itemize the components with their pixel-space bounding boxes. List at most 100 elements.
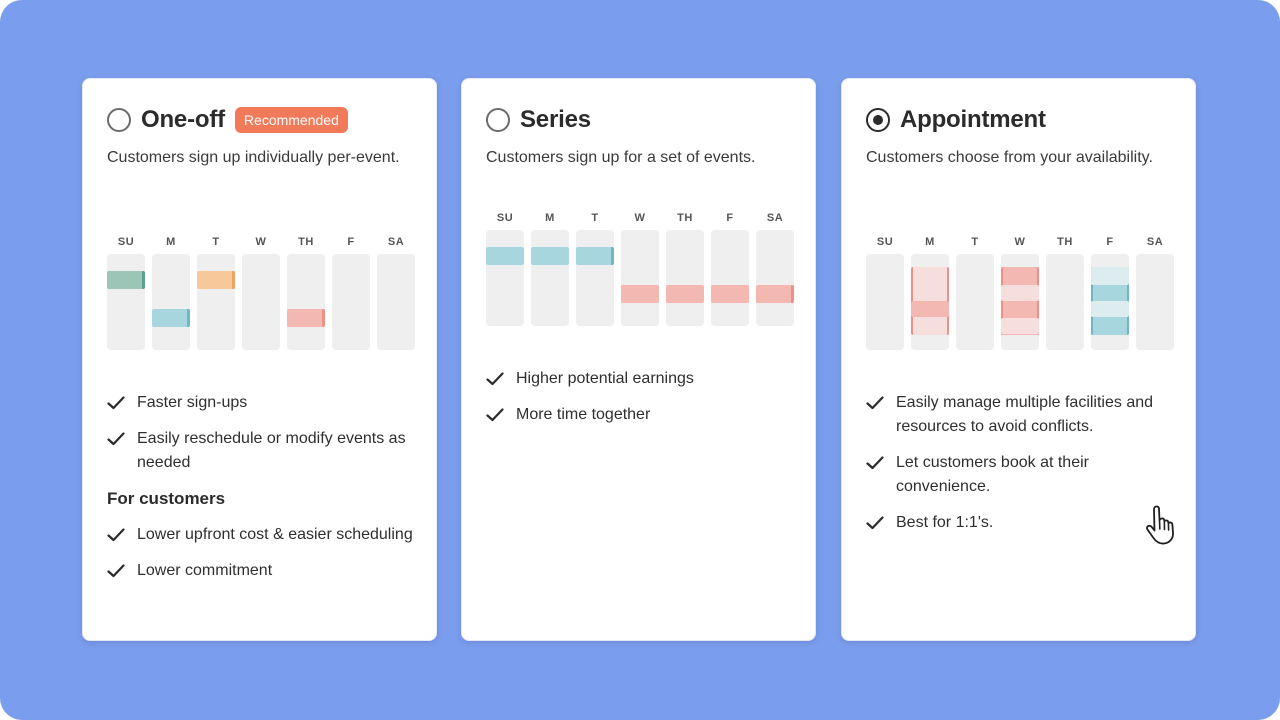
event-block bbox=[666, 285, 704, 303]
day-column bbox=[1046, 254, 1084, 350]
benefit-text: More time together bbox=[516, 406, 651, 423]
event-block bbox=[287, 309, 325, 327]
day-column bbox=[911, 254, 949, 350]
benefit-item: Let customers book at their convenience. bbox=[866, 451, 1176, 499]
day-label: SA bbox=[766, 212, 784, 224]
customer-benefit-item: Lower upfront cost & easier scheduling bbox=[107, 523, 417, 547]
week-calendar: SU M T W TH F SA bbox=[866, 236, 1174, 350]
day-column bbox=[756, 230, 794, 326]
day-column bbox=[711, 230, 749, 326]
day-column bbox=[956, 254, 994, 350]
pointer-hand-icon bbox=[1146, 505, 1174, 545]
day-column bbox=[107, 254, 145, 350]
check-icon bbox=[486, 408, 504, 422]
day-label: W bbox=[1014, 236, 1026, 248]
day-labels: SU M T W TH F SA bbox=[107, 236, 415, 252]
card-header: Series bbox=[486, 105, 591, 135]
card-header: Appointment bbox=[866, 105, 1046, 135]
customers-heading: For customers bbox=[107, 489, 226, 508]
day-column bbox=[152, 254, 190, 350]
day-column bbox=[621, 230, 659, 326]
check-icon bbox=[107, 432, 125, 446]
day-label: F bbox=[1106, 236, 1114, 248]
day-label: SU bbox=[876, 236, 894, 248]
open-slot bbox=[1001, 285, 1039, 301]
benefit-text: Let customers book at their convenience. bbox=[896, 454, 1089, 495]
benefit-text: Easily reschedule or modify events as ne… bbox=[137, 430, 406, 471]
option-card-series[interactable]: Series Customers sign up for a set of ev… bbox=[461, 78, 816, 641]
recommended-badge: Recommended bbox=[234, 107, 348, 133]
open-slot bbox=[1091, 301, 1129, 317]
open-slot bbox=[1001, 318, 1039, 334]
event-block bbox=[107, 271, 145, 289]
card-header: One-off Recommended bbox=[107, 105, 348, 135]
option-card-one-off[interactable]: One-off Recommended Customers sign up in… bbox=[82, 78, 437, 641]
event-block bbox=[576, 247, 614, 265]
benefit-text: Easily manage multiple facilities and re… bbox=[896, 394, 1154, 435]
week-calendar: SU M T W TH F SA bbox=[107, 236, 415, 350]
check-icon bbox=[486, 372, 504, 386]
day-column bbox=[197, 254, 235, 350]
check-icon bbox=[107, 564, 125, 578]
week-calendar: SU M T W TH F SA bbox=[486, 212, 794, 326]
day-label: TH bbox=[1057, 236, 1073, 248]
option-card-appointment[interactable]: Appointment Customers choose from your a… bbox=[841, 78, 1196, 641]
radio-icon[interactable] bbox=[107, 108, 131, 132]
radio-selected-icon[interactable] bbox=[866, 108, 890, 132]
day-label: SA bbox=[387, 236, 405, 248]
card-description: Customers sign up individually per-event… bbox=[107, 149, 400, 166]
day-column bbox=[332, 254, 370, 350]
day-labels: SU M T W TH F SA bbox=[486, 212, 794, 228]
day-label: SA bbox=[1146, 236, 1164, 248]
day-column bbox=[1001, 254, 1039, 350]
day-label: M bbox=[925, 236, 935, 248]
day-column bbox=[666, 230, 704, 326]
check-icon bbox=[107, 396, 125, 410]
event-block bbox=[197, 271, 235, 289]
check-icon bbox=[866, 396, 884, 410]
day-label: T bbox=[971, 236, 979, 248]
day-label: TH bbox=[298, 236, 314, 248]
event-block bbox=[152, 309, 190, 327]
customer-benefit-item: Lower commitment bbox=[107, 559, 417, 583]
day-label: SU bbox=[496, 212, 514, 224]
booked-slot bbox=[911, 301, 949, 317]
event-block bbox=[756, 285, 794, 303]
card-description: Customers sign up for a set of events. bbox=[486, 149, 756, 166]
radio-icon[interactable] bbox=[486, 108, 510, 132]
day-label: W bbox=[255, 236, 267, 248]
day-label: W bbox=[634, 212, 646, 224]
day-label: M bbox=[545, 212, 555, 224]
check-icon bbox=[107, 528, 125, 542]
day-label: F bbox=[347, 236, 355, 248]
benefit-text: Lower commitment bbox=[137, 562, 273, 579]
day-label: M bbox=[166, 236, 176, 248]
day-label: SU bbox=[117, 236, 135, 248]
event-block bbox=[711, 285, 749, 303]
benefit-text: Higher potential earnings bbox=[516, 370, 694, 387]
benefit-text: Faster sign-ups bbox=[137, 394, 248, 411]
check-icon bbox=[866, 456, 884, 470]
open-slot bbox=[1091, 267, 1129, 285]
day-column bbox=[866, 254, 904, 350]
benefit-text: Best for 1:1's. bbox=[896, 514, 994, 531]
card-title: Series bbox=[520, 106, 591, 133]
benefit-list: Higher potential earnings More time toge… bbox=[486, 367, 796, 439]
day-label: F bbox=[726, 212, 734, 224]
day-label: TH bbox=[677, 212, 693, 224]
day-column bbox=[287, 254, 325, 350]
benefit-item: Higher potential earnings bbox=[486, 367, 796, 391]
check-icon bbox=[866, 516, 884, 530]
day-label: T bbox=[591, 212, 599, 224]
benefit-item: More time together bbox=[486, 403, 796, 427]
day-labels: SU M T W TH F SA bbox=[866, 236, 1174, 252]
day-column bbox=[1136, 254, 1174, 350]
benefit-item: Faster sign-ups bbox=[107, 391, 417, 415]
event-block bbox=[531, 247, 569, 265]
day-column bbox=[1091, 254, 1129, 350]
day-column bbox=[531, 230, 569, 326]
card-description: Customers choose from your availability. bbox=[866, 149, 1153, 166]
day-column bbox=[377, 254, 415, 350]
benefit-list: Easily manage multiple facilities and re… bbox=[866, 391, 1176, 547]
